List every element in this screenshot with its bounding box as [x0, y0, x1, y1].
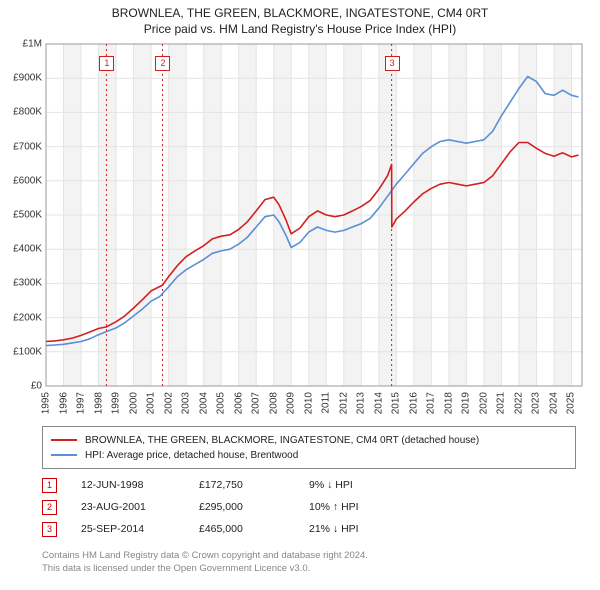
- x-axis-label: 2019: [461, 392, 472, 414]
- y-axis-label: £1M: [23, 39, 42, 50]
- x-axis-label: 2006: [233, 392, 244, 414]
- sales-row: 1 12-JUN-1998£172,7509% ↓ HPI: [42, 474, 419, 496]
- sale-price: £295,000: [199, 501, 309, 513]
- sale-date: 25-SEP-2014: [81, 523, 199, 535]
- x-axis-label: 2013: [356, 392, 367, 414]
- y-axis-label: £900K: [13, 73, 42, 84]
- x-axis-label: 2008: [268, 392, 279, 414]
- sale-delta-vs-hpi: 9% ↓ HPI: [309, 479, 419, 491]
- legend-swatch: [51, 454, 77, 456]
- x-axis-label: 1996: [58, 392, 69, 414]
- y-axis-label: £300K: [13, 278, 42, 289]
- x-axis-label: 2011: [321, 392, 332, 414]
- attribution-footer: Contains HM Land Registry data © Crown c…: [42, 550, 368, 576]
- y-axis-label: £200K: [13, 312, 42, 323]
- x-axis-label: 2003: [181, 392, 192, 414]
- sale-marker: 1: [99, 56, 114, 71]
- x-axis-label: 2000: [128, 392, 139, 414]
- sale-marker-ref: 1: [42, 478, 57, 493]
- footer-line2: This data is licensed under the Open Gov…: [42, 563, 368, 576]
- y-axis-label: £700K: [13, 141, 42, 152]
- sale-date: 12-JUN-1998: [81, 479, 199, 491]
- sale-marker-ref: 2: [42, 500, 57, 515]
- sale-date: 23-AUG-2001: [81, 501, 199, 513]
- y-axis-label: £600K: [13, 175, 42, 186]
- x-axis-label: 2004: [198, 392, 209, 414]
- x-axis-label: 2014: [373, 392, 384, 414]
- chart-svg: [46, 44, 582, 386]
- x-axis-label: 2009: [286, 392, 297, 414]
- y-axis-label: £0: [31, 381, 42, 392]
- y-axis-label: £400K: [13, 244, 42, 255]
- chart-title-line2: Price paid vs. HM Land Registry's House …: [0, 22, 600, 36]
- x-axis-label: 2001: [146, 392, 157, 414]
- x-axis-label: 2016: [408, 392, 419, 414]
- x-axis-label: 1998: [93, 392, 104, 414]
- x-axis-label: 2010: [303, 392, 314, 414]
- chart-plot-area: £0£100K£200K£300K£400K£500K£600K£700K£80…: [46, 44, 582, 386]
- sale-marker-ref: 3: [42, 522, 57, 537]
- x-axis-label: 1995: [41, 392, 52, 414]
- sales-row: 3 25-SEP-2014£465,00021% ↓ HPI: [42, 518, 419, 540]
- x-axis-label: 2015: [391, 392, 402, 414]
- sale-price: £172,750: [199, 479, 309, 491]
- legend-label: BROWNLEA, THE GREEN, BLACKMORE, INGATEST…: [85, 435, 479, 446]
- sale-marker: 2: [155, 56, 170, 71]
- x-axis-label: 2024: [548, 392, 559, 414]
- sale-delta-vs-hpi: 21% ↓ HPI: [309, 523, 419, 535]
- sales-table: 1 12-JUN-1998£172,7509% ↓ HPI 2 23-AUG-2001…: [42, 474, 419, 540]
- sale-price: £465,000: [199, 523, 309, 535]
- x-axis-label: 2002: [163, 392, 174, 414]
- x-axis-label: 2005: [216, 392, 227, 414]
- y-axis-label: £100K: [13, 346, 42, 357]
- x-axis-label: 2018: [443, 392, 454, 414]
- chart-title-line1: BROWNLEA, THE GREEN, BLACKMORE, INGATEST…: [0, 6, 600, 20]
- footer-line1: Contains HM Land Registry data © Crown c…: [42, 550, 368, 563]
- chart-legend: BROWNLEA, THE GREEN, BLACKMORE, INGATEST…: [42, 426, 576, 469]
- x-axis-label: 2020: [478, 392, 489, 414]
- x-axis-label: 2017: [426, 392, 437, 414]
- y-axis-label: £800K: [13, 107, 42, 118]
- x-axis-label: 2023: [531, 392, 542, 414]
- legend-item: BROWNLEA, THE GREEN, BLACKMORE, INGATEST…: [51, 433, 567, 447]
- sale-marker: 3: [385, 56, 400, 71]
- y-axis-label: £500K: [13, 210, 42, 221]
- x-axis-label: 2021: [496, 392, 507, 414]
- x-axis-label: 2007: [251, 392, 262, 414]
- x-axis-label: 1999: [111, 392, 122, 414]
- x-axis-label: 2012: [338, 392, 349, 414]
- sale-delta-vs-hpi: 10% ↑ HPI: [309, 501, 419, 513]
- legend-item: HPI: Average price, detached house, Bren…: [51, 448, 567, 462]
- sales-row: 2 23-AUG-2001£295,00010% ↑ HPI: [42, 496, 419, 518]
- x-axis-label: 2022: [513, 392, 524, 414]
- x-axis-label: 1997: [76, 392, 87, 414]
- legend-swatch: [51, 439, 77, 441]
- legend-label: HPI: Average price, detached house, Bren…: [85, 450, 298, 461]
- x-axis-label: 2025: [566, 392, 577, 414]
